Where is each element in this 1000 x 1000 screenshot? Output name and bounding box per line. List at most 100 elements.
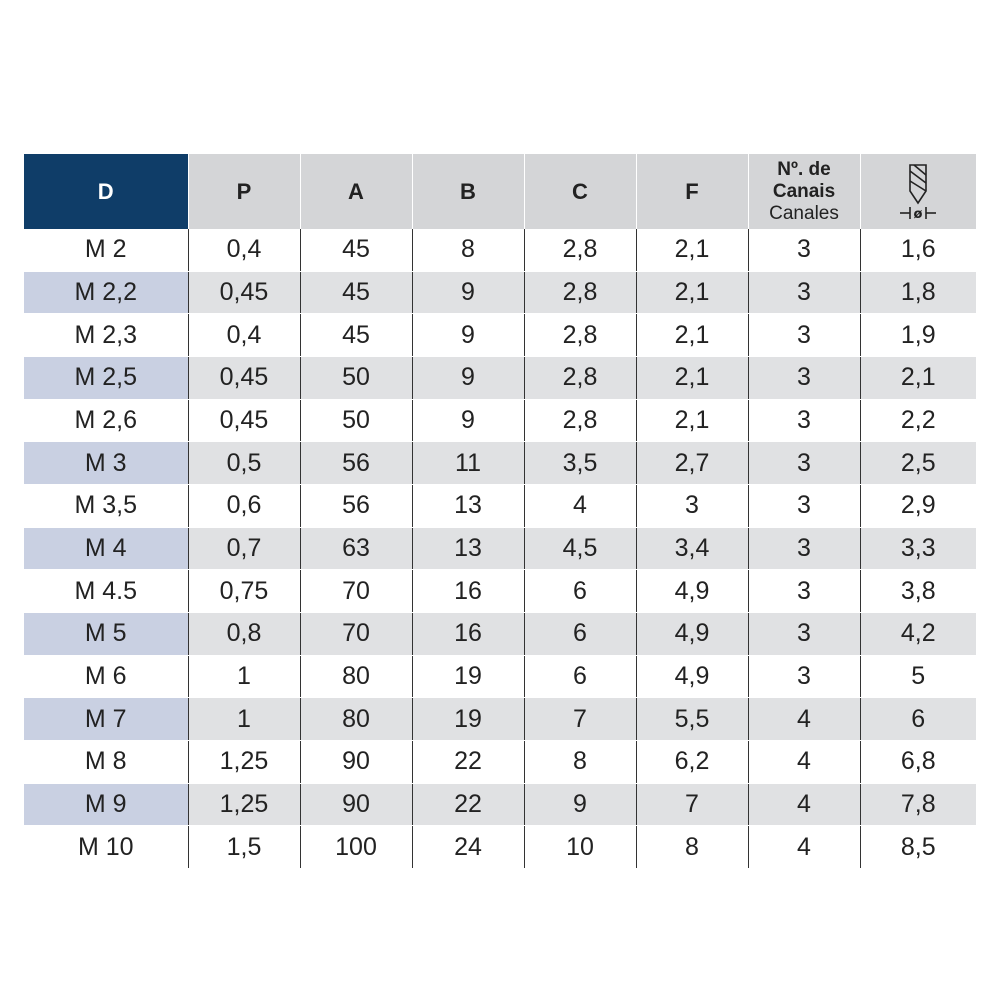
header-canais-line2: Canais [772,180,836,202]
cell-d: M 9 [24,783,188,827]
cell-canais: 3 [747,569,860,613]
cell-b: 22 [411,783,524,827]
table-row: M 7 1 80 19 7 5,5 4 6 [24,697,976,741]
cell-canais: 4 [747,740,860,784]
cell-drill-diameter: 5 [859,655,976,699]
cell-c: 2,8 [523,229,636,272]
header-b: B [411,154,524,229]
header-c: C [523,154,636,229]
cell-p: 1 [187,655,300,699]
drill-diameter-label: ø [914,207,923,222]
cell-d: M 6 [24,655,188,699]
cell-f: 4,9 [635,612,748,656]
cell-c: 7 [523,697,636,741]
cell-a: 45 [299,271,412,315]
table-row: M 2,3 0,4 45 9 2,8 2,1 3 1,9 [24,313,976,357]
table-row: M 3 0,5 56 11 3,5 2,7 3 2,5 [24,441,976,485]
cell-f: 2,1 [635,399,748,443]
cell-f: 3,4 [635,527,748,571]
cell-b: 13 [411,527,524,571]
cell-p: 0,75 [187,569,300,613]
cell-c: 2,8 [523,356,636,400]
cell-a: 100 [299,825,412,869]
cell-f: 2,1 [635,229,748,272]
cell-f: 2,7 [635,441,748,485]
table-row: M 2,2 0,45 45 9 2,8 2,1 3 1,8 [24,271,976,315]
tap-size-table-container: D P A B C F Nº. de Canais Canales [24,154,976,869]
table-row: M 6 1 80 19 6 4,9 3 5 [24,655,976,699]
cell-b: 9 [411,271,524,315]
cell-d: M 2 [24,229,188,272]
cell-drill-diameter: 2,9 [859,484,976,528]
cell-d: M 4.5 [24,569,188,613]
cell-drill-diameter: 1,9 [859,313,976,357]
cell-p: 0,45 [187,271,300,315]
cell-a: 45 [299,313,412,357]
cell-c: 6 [523,569,636,613]
cell-c: 6 [523,655,636,699]
cell-a: 63 [299,527,412,571]
cell-p: 0,8 [187,612,300,656]
cell-f: 4,9 [635,655,748,699]
cell-drill-diameter: 1,8 [859,271,976,315]
tap-size-table: D P A B C F Nº. de Canais Canales [24,154,976,869]
cell-a: 80 [299,655,412,699]
cell-a: 56 [299,484,412,528]
cell-b: 22 [411,740,524,784]
cell-canais: 3 [747,399,860,443]
cell-canais: 3 [747,229,860,272]
cell-d: M 8 [24,740,188,784]
cell-b: 8 [411,229,524,272]
cell-drill-diameter: 2,2 [859,399,976,443]
header-a: A [299,154,412,229]
cell-c: 9 [523,783,636,827]
table-row: M 4.5 0,75 70 16 6 4,9 3 3,8 [24,569,976,613]
cell-a: 50 [299,356,412,400]
cell-canais: 3 [747,313,860,357]
cell-f: 6,2 [635,740,748,784]
cell-p: 0,6 [187,484,300,528]
cell-b: 9 [411,399,524,443]
cell-p: 0,5 [187,441,300,485]
cell-d: M 10 [24,825,188,869]
cell-canais: 3 [747,527,860,571]
cell-drill-diameter: 6 [859,697,976,741]
table-row: M 3,5 0,6 56 13 4 3 3 2,9 [24,484,976,528]
cell-canais: 3 [747,356,860,400]
cell-f: 2,1 [635,313,748,357]
cell-canais: 4 [747,697,860,741]
cell-f: 2,1 [635,271,748,315]
drill-diameter-icon: ø [900,163,937,222]
header-canais-line3: Canales [769,202,839,224]
table-row: M 2,6 0,45 50 9 2,8 2,1 3 2,2 [24,399,976,443]
cell-c: 8 [523,740,636,784]
table-row: M 9 1,25 90 22 9 7 4 7,8 [24,783,976,827]
cell-p: 0,7 [187,527,300,571]
cell-canais: 3 [747,271,860,315]
cell-drill-diameter: 3,3 [859,527,976,571]
header-drill-diameter: ø [859,154,976,229]
cell-canais: 4 [747,825,860,869]
cell-d: M 3,5 [24,484,188,528]
cell-drill-diameter: 1,6 [859,229,976,272]
header-canais: Nº. de Canais Canales [747,154,860,229]
cell-d: M 4 [24,527,188,571]
cell-a: 80 [299,697,412,741]
cell-f: 2,1 [635,356,748,400]
cell-p: 1 [187,697,300,741]
cell-b: 24 [411,825,524,869]
cell-p: 1,25 [187,740,300,784]
table-row: M 2,5 0,45 50 9 2,8 2,1 3 2,1 [24,356,976,400]
cell-c: 10 [523,825,636,869]
cell-c: 2,8 [523,271,636,315]
cell-a: 70 [299,569,412,613]
cell-c: 4 [523,484,636,528]
cell-d: M 2,6 [24,399,188,443]
cell-f: 5,5 [635,697,748,741]
cell-a: 70 [299,612,412,656]
cell-b: 19 [411,655,524,699]
cell-b: 13 [411,484,524,528]
cell-d: M 2,2 [24,271,188,315]
cell-a: 90 [299,783,412,827]
table-row: M 5 0,8 70 16 6 4,9 3 4,2 [24,612,976,656]
